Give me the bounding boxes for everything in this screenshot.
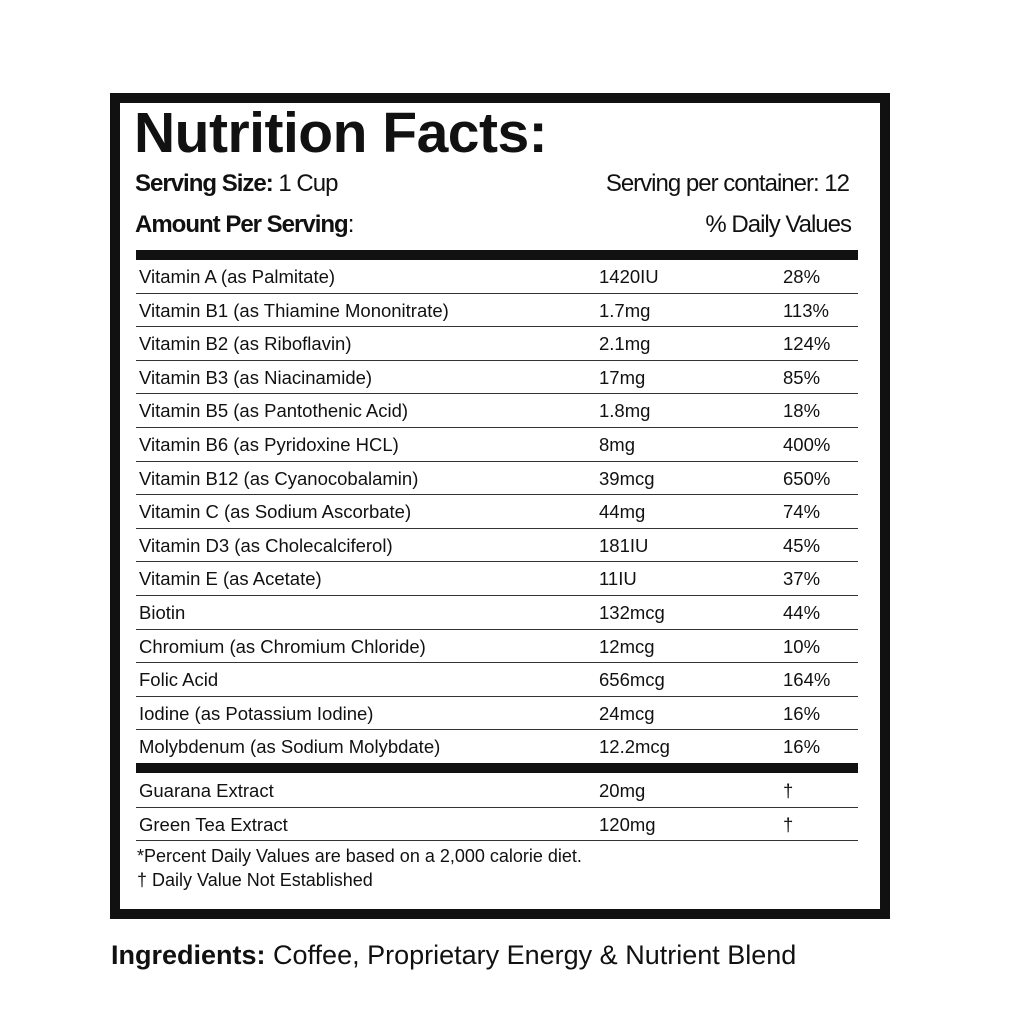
nutrient-name: Vitamin B6 (as Pyridoxine HCL) <box>139 434 399 455</box>
nutrient-row: Iodine (as Potassium Iodine) 24mcg 16% <box>136 697 858 731</box>
footnote-dagger: † Daily Value Not Established <box>137 870 373 890</box>
nutrient-name: Vitamin D3 (as Cholecalciferol) <box>139 534 393 556</box>
nutrient-row: Vitamin B3 (as Niacinamide) 17mg 85% <box>136 361 858 395</box>
nutrient-name: Vitamin C (as Sodium Ascorbate) <box>139 501 412 523</box>
daily-values-header: % Daily Values <box>705 211 852 238</box>
nutrient-name: Vitamin A (as Palmitate) <box>139 266 336 287</box>
nutrient-name: Vitamin B12 (as Cyanocobalamin) <box>139 467 419 489</box>
nutrient-amount: 24mcg <box>599 702 655 724</box>
nutrient-daily-value: 16% <box>783 702 821 724</box>
nutrition-label-frame <box>110 93 890 919</box>
nutrient-row: Vitamin C (as Sodium Ascorbate) 44mg 74% <box>136 495 858 529</box>
nutrient-name: Biotin <box>139 602 186 623</box>
nutrient-name: Vitamin B1 (as Thiamine Mononitrate) <box>139 299 449 321</box>
nutrient-row: Chromium (as Chromium Chloride) 12mcg 10% <box>136 630 858 664</box>
nutrient-row: Vitamin B12 (as Cyanocobalamin) 39mcg 650% <box>136 462 858 496</box>
nutrient-amount: 181IU <box>599 534 649 556</box>
label-title: Nutrition Facts: <box>134 101 548 165</box>
ingredients-label: Ingredients: <box>111 940 266 970</box>
nutrient-name: Guarana Extract <box>139 780 274 801</box>
nutrient-amount: 17mg <box>599 366 646 388</box>
nutrient-amount: 20mg <box>599 780 646 801</box>
nutrient-daily-value: † <box>783 813 794 835</box>
nutrient-daily-value: 37% <box>783 568 821 590</box>
thick-divider <box>136 250 858 260</box>
serving-size: Serving Size: 1 Cup <box>135 170 338 198</box>
nutrient-daily-value: † <box>783 780 794 801</box>
nutrient-daily-value: 124% <box>783 333 831 355</box>
nutrient-daily-value: 164% <box>783 669 831 691</box>
nutrient-name: Molybdenum (as Sodium Molybdate) <box>139 736 441 758</box>
nutrient-amount: 2.1mg <box>599 333 651 355</box>
nutrient-row: Vitamin A (as Palmitate) 1420IU 28% <box>136 260 858 294</box>
nutrient-row: Molybdenum (as Sodium Molybdate) 12.2mcg 1… <box>136 730 858 764</box>
nutrient-daily-value: 18% <box>783 400 821 422</box>
nutrient-amount: 12mcg <box>599 635 655 657</box>
nutrient-amount: 1420IU <box>599 266 659 287</box>
nutrient-amount: 8mg <box>599 434 635 455</box>
nutrient-row: Vitamin B2 (as Riboflavin) 2.1mg 124% <box>136 327 858 361</box>
nutrient-amount: 44mg <box>599 501 646 523</box>
serving-size-value: 1 Cup <box>278 170 338 197</box>
nutrient-row: Biotin 132mcg 44% <box>136 596 858 630</box>
nutrient-name: Vitamin E (as Acetate) <box>139 568 322 590</box>
nutrient-name: Folic Acid <box>139 669 219 691</box>
nutrient-row: Vitamin D3 (as Cholecalciferol) 181IU 45% <box>136 529 858 563</box>
nutrient-amount: 656mcg <box>599 669 665 691</box>
nutrient-row: Vitamin B1 (as Thiamine Mononitrate) 1.7m… <box>136 294 858 328</box>
nutrient-row: Folic Acid 656mcg 164% <box>136 663 858 697</box>
nutrient-name: Iodine (as Potassium Iodine) <box>139 702 374 724</box>
nutrient-daily-value: 400% <box>783 434 831 455</box>
nutrient-amount: 11IU <box>599 568 637 590</box>
ingredients: Ingredients: Coffee, Proprietary Energy … <box>111 940 796 971</box>
nutrient-amount: 39mcg <box>599 467 655 489</box>
thick-divider <box>136 763 858 773</box>
nutrient-daily-value: 16% <box>783 736 821 758</box>
nutrient-daily-value: 45% <box>783 534 821 556</box>
footnote-daily-values: *Percent Daily Values are based on a 2,0… <box>137 846 582 866</box>
nutrient-amount: 120mg <box>599 813 656 835</box>
nutrient-amount: 132mcg <box>599 602 665 623</box>
servings-per-container: Serving per container: 12 <box>605 170 850 197</box>
nutrient-daily-value: 650% <box>783 467 831 489</box>
nutrient-name: Vitamin B5 (as Pantothenic Acid) <box>139 400 409 422</box>
nutrient-daily-value: 28% <box>783 266 821 287</box>
ingredients-value: Coffee, Proprietary Energy & Nutrient Bl… <box>265 940 797 970</box>
nutrient-name: Vitamin B2 (as Riboflavin) <box>139 333 352 355</box>
nutrient-daily-value: 113% <box>783 299 829 321</box>
nutrient-name: Vitamin B3 (as Niacinamide) <box>139 366 373 388</box>
serving-size-label: Serving Size: <box>135 170 274 197</box>
nutrient-daily-value: 44% <box>783 602 821 623</box>
amount-per-serving-label: Amount Per Serving <box>135 211 349 238</box>
nutrient-daily-value: 74% <box>783 501 821 523</box>
nutrient-amount: 1.8mg <box>599 400 651 422</box>
colon: : <box>347 211 355 238</box>
nutrient-name: Chromium (as Chromium Chloride) <box>139 635 426 657</box>
nutrient-amount: 1.7mg <box>599 299 651 321</box>
nutrient-row: Vitamin B6 (as Pyridoxine HCL) 8mg 400% <box>136 428 858 462</box>
nutrient-daily-value: 10% <box>783 635 821 657</box>
nutrient-amount: 12.2mcg <box>599 736 670 758</box>
nutrient-row: Guarana Extract 20mg † <box>136 774 858 808</box>
nutrient-daily-value: 85% <box>783 366 821 388</box>
nutrient-name: Green Tea Extract <box>139 813 288 835</box>
nutrient-row: Vitamin E (as Acetate) 11IU 37% <box>136 562 858 596</box>
nutrient-row: Green Tea Extract 120mg † <box>136 808 858 842</box>
amount-per-serving: Amount Per Serving: <box>135 211 355 239</box>
nutrient-row: Vitamin B5 (as Pantothenic Acid) 1.8mg 18% <box>136 394 858 428</box>
